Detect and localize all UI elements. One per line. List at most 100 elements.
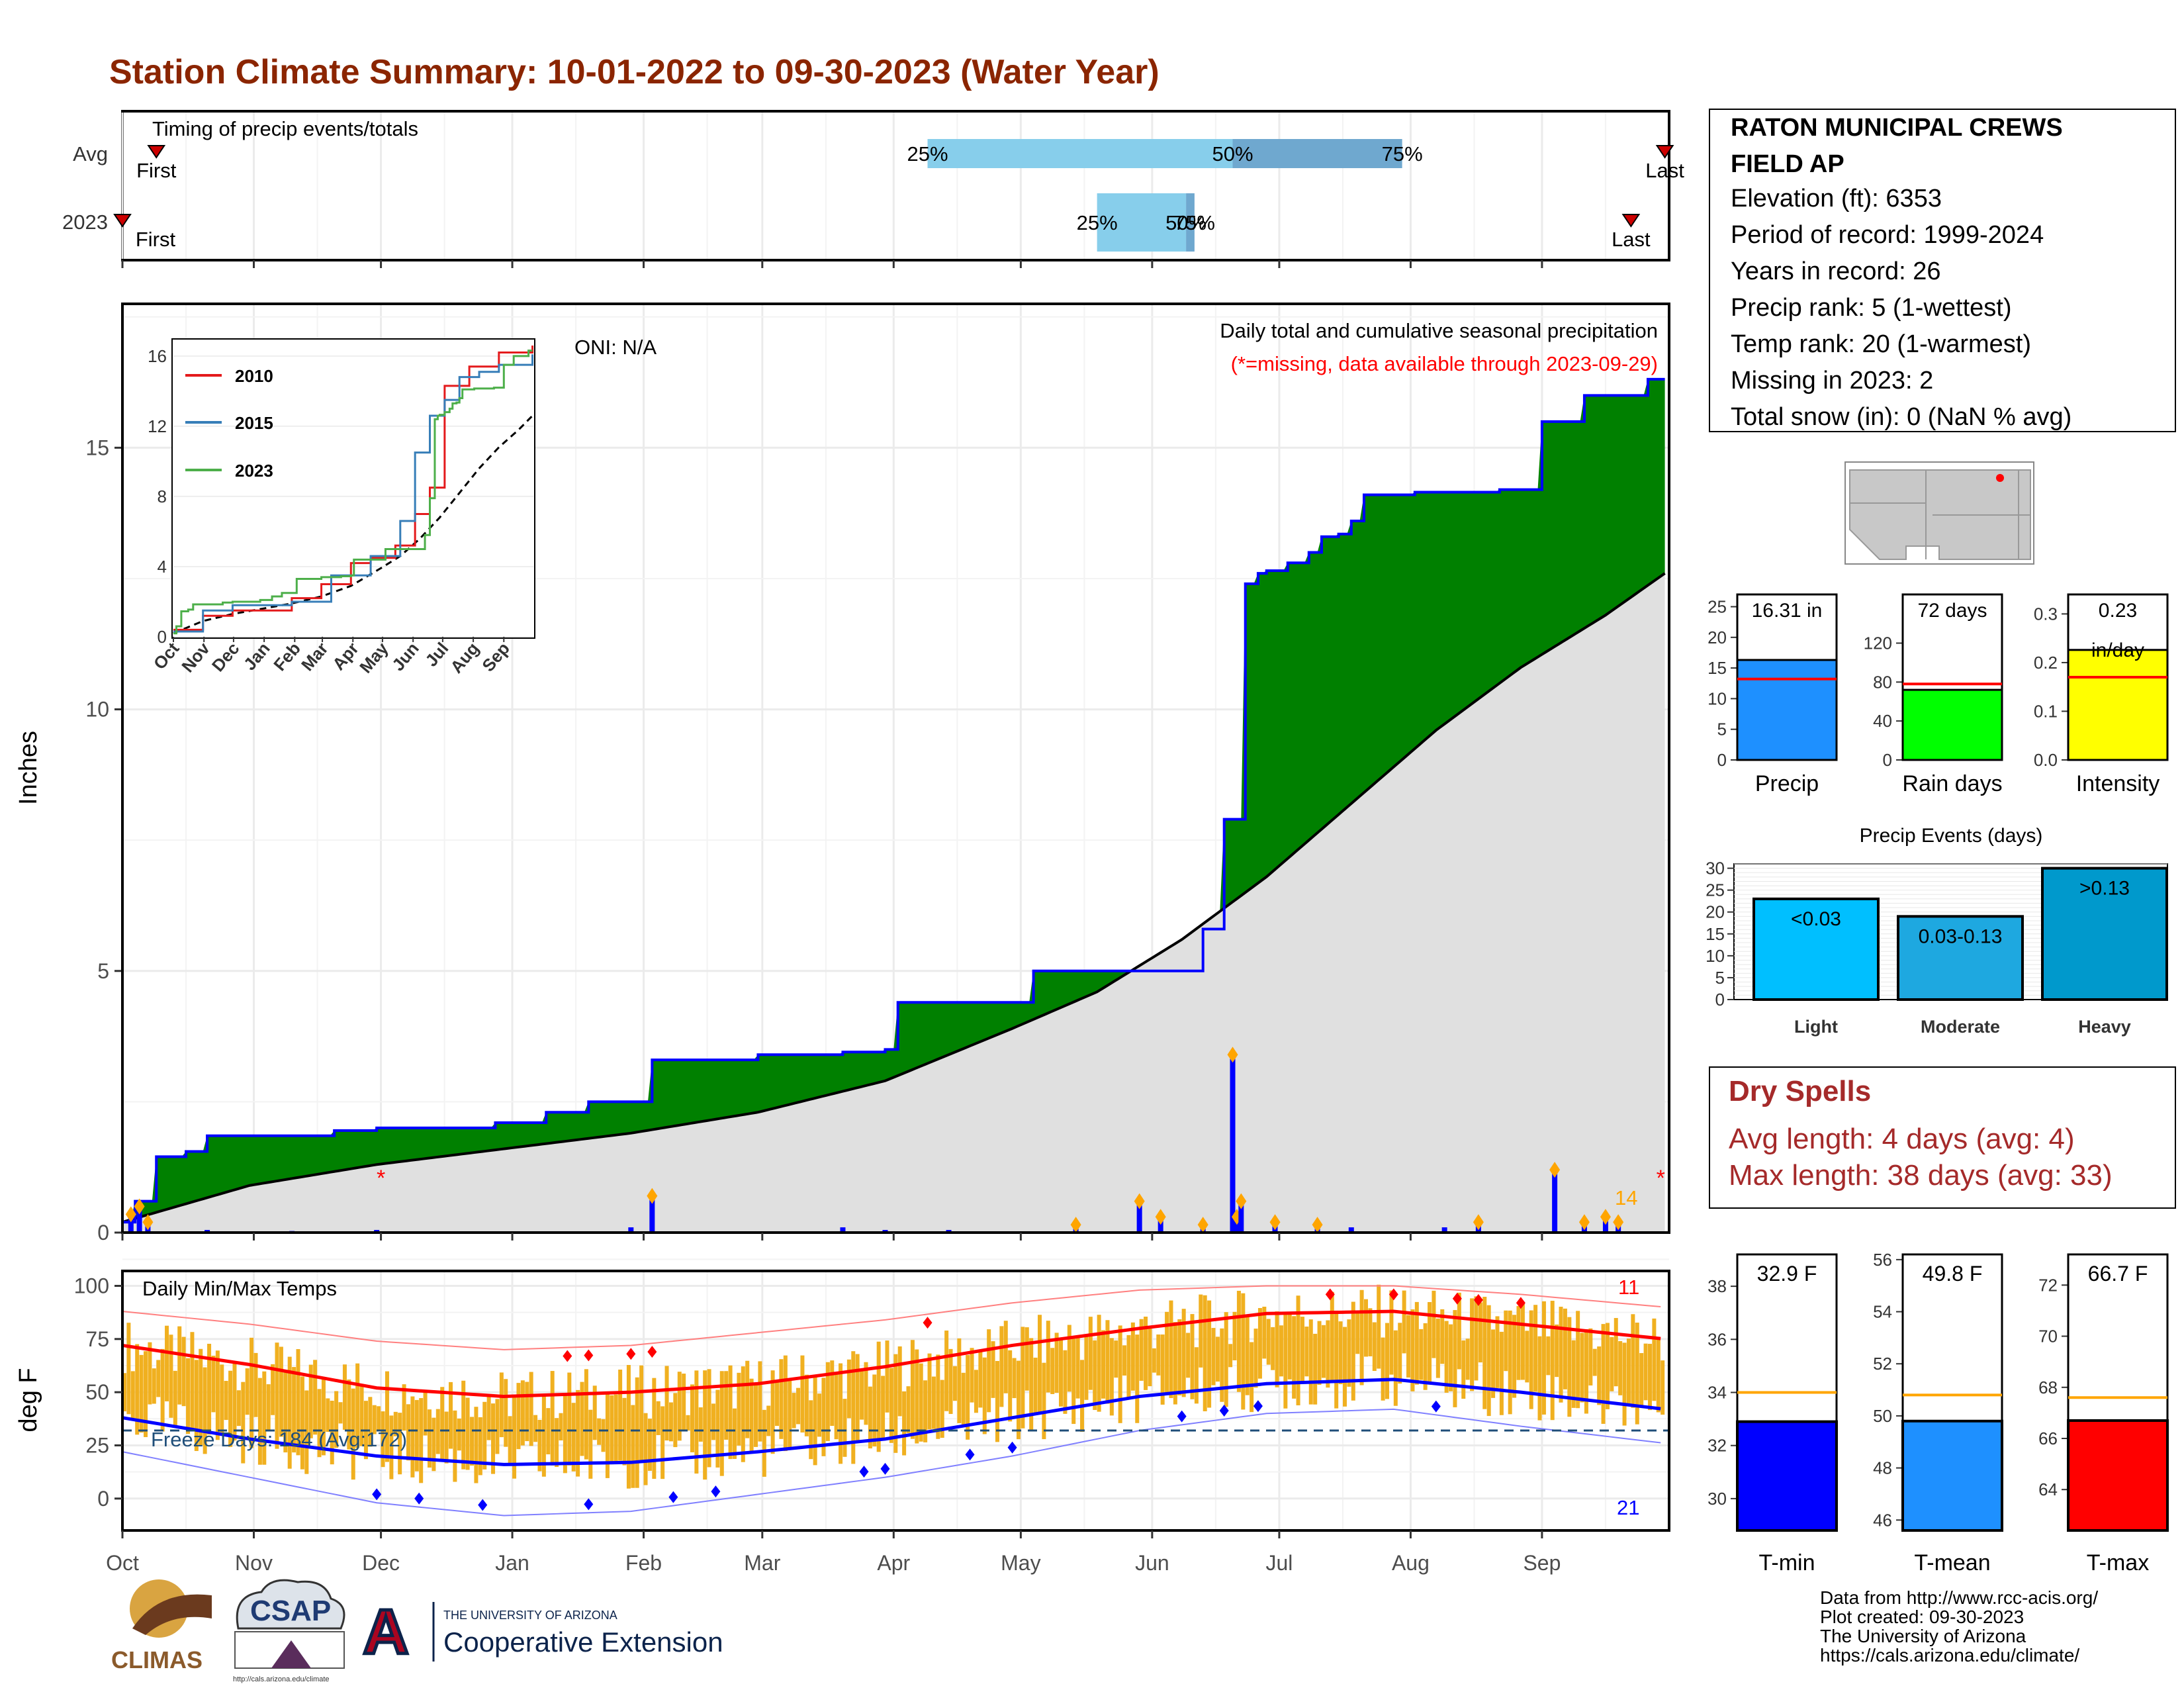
daily-temp-range-bar (1525, 1331, 1529, 1383)
daily-temp-range-bar (1317, 1321, 1322, 1385)
daily-temp-range-bar (1275, 1311, 1279, 1387)
daily-temp-range-bar (1435, 1318, 1440, 1378)
daily-temp-range-bar (347, 1379, 351, 1450)
daily-temp-range-bar (334, 1391, 339, 1448)
daily-temp-range-bar (1008, 1350, 1013, 1422)
daily-temp-range-bar (186, 1358, 191, 1434)
month-label: Oct (106, 1551, 139, 1575)
daily-temp-range-bar (156, 1360, 161, 1397)
daily-temp-range-bar (228, 1370, 233, 1447)
daily-temp-range-bar (741, 1366, 745, 1462)
daily-temp-range-bar (474, 1407, 478, 1483)
daily-temp-range-bar (130, 1371, 135, 1420)
csap-sun-mountain-icon (271, 1640, 311, 1668)
daily-temp-range-bar (211, 1356, 216, 1413)
daily-temp-range-bar (215, 1350, 220, 1440)
mini-bar-tick-label: 80 (1873, 672, 1892, 692)
csap-url: http://cals.arizona.edu/climate (233, 1675, 330, 1683)
daily-temp-range-bar (165, 1325, 169, 1401)
daily-temp-range-bar (1393, 1330, 1398, 1406)
precip-areas (122, 377, 1666, 1233)
footer-line-2: Plot created: 09-30-2023 (1820, 1607, 2024, 1627)
daily-temp-range-bar (1075, 1336, 1080, 1399)
daily-temp-range-bar (236, 1390, 241, 1427)
temp-y-label: deg F (15, 1368, 42, 1432)
mini-bar-value: 72 days (1917, 600, 1987, 622)
daily-temp-range-bar (872, 1374, 877, 1447)
mini-bar-tick-label: 0.3 (2034, 604, 2058, 624)
daily-temp-range-bar (491, 1403, 496, 1474)
daily-temp-range-bar (275, 1342, 279, 1449)
daily-temp-range-bar (1334, 1310, 1339, 1409)
record-high-marker (626, 1348, 636, 1360)
logos: CLIMAS CSAP http://cals.arizona.edu/clim… (111, 1579, 723, 1683)
events-y-tick-label: 10 (1706, 946, 1725, 966)
heavy-precip-marker (1155, 1209, 1166, 1225)
daily-temp-range-bar (563, 1394, 567, 1474)
precip-daily-bars: * * (125, 1047, 1665, 1233)
daily-temp-range-bar (1478, 1302, 1482, 1363)
daily-temp-range-bar (707, 1369, 711, 1468)
daily-temp-range-bar (1571, 1340, 1576, 1408)
mini-bar-fill (1736, 659, 1838, 761)
record-low-marker (859, 1466, 869, 1478)
daily-temp-range-bar (652, 1378, 657, 1479)
temp-bar-value: 66.7 F (2088, 1262, 2148, 1286)
daily-temp-range-bar (393, 1411, 398, 1436)
precip-count-label: 14 (1615, 1186, 1637, 1209)
daily-temp-range-bar (1508, 1310, 1512, 1415)
ua-block-letter: A (363, 1597, 408, 1667)
daily-temp-range-bar (287, 1356, 292, 1469)
record-low-marker (414, 1492, 424, 1505)
mini-bar-tick-label: 15 (1707, 658, 1727, 678)
daily-temp-range-bar (1355, 1311, 1360, 1354)
avg-max-line (122, 1309, 1661, 1399)
daily-temp-range-bar (368, 1397, 373, 1447)
heavy-precip-marker (1134, 1193, 1145, 1209)
daily-precip-bar (1136, 1201, 1142, 1233)
events-bar (1752, 897, 1880, 1001)
daily-temp-range-bar (1296, 1295, 1300, 1405)
timing-p25-label: 25% (1077, 211, 1118, 234)
timing-first-label: First (136, 228, 176, 251)
daily-temp-range-bar (1351, 1301, 1355, 1401)
daily-temp-range-bar (1537, 1336, 1542, 1421)
climas-wordmark: CLIMAS (111, 1646, 203, 1673)
daily-temp-range-bar (897, 1346, 902, 1417)
daily-temp-range-bar (698, 1407, 703, 1442)
daily-temp-range-bar (1398, 1323, 1402, 1384)
record-low-marker (478, 1499, 488, 1511)
daily-temp-range-bar (796, 1387, 801, 1425)
daily-temp-range-bar (359, 1386, 364, 1446)
dry-spells-frame (1709, 1066, 2176, 1209)
precip-y-label: Inches (15, 731, 42, 805)
month-axis: Oct Nov Dec Jan Feb Mar Apr May Jun Jul Aug Sep (106, 260, 1561, 1575)
daily-temp-range-bar (1207, 1300, 1212, 1408)
temp-bar-tick-label: 46 (1873, 1510, 1892, 1530)
events-y-tick-label: 5 (1715, 968, 1725, 988)
daily-temp-range-bar (694, 1370, 699, 1474)
daily-temp-range-bar (846, 1359, 851, 1419)
daily-temp-range-bar (351, 1388, 355, 1480)
daily-temp-range-bar (449, 1382, 453, 1449)
daily-temp-range-bar (139, 1354, 144, 1433)
temp-panel-frame (121, 1270, 1670, 1532)
daily-temp-range-bar (1512, 1315, 1517, 1398)
daily-temp-range-bar (321, 1377, 326, 1456)
station-precip-rank: Precip rank: 5 (1-wettest) (1731, 294, 2011, 322)
daily-temp-range-bar (1486, 1305, 1491, 1417)
daily-temp-range-bar (326, 1398, 330, 1432)
daily-temp-range-bar (987, 1329, 991, 1413)
inset-y-tick-label: 4 (158, 557, 167, 577)
ua-line1: THE UNIVERSITY OF ARIZONA (443, 1609, 617, 1622)
daily-temp-range-bar (626, 1364, 631, 1489)
heavy-precip-marker (1227, 1047, 1238, 1063)
mini-bar-value: 16.31 in (1752, 600, 1823, 622)
daily-temp-range-bar (952, 1366, 957, 1401)
temp-y-ticks: 0 25 50 75 100 (74, 1274, 122, 1511)
daily-temp-range-bar (1364, 1299, 1369, 1357)
daily-temp-range-bar (1321, 1325, 1326, 1378)
daily-temp-range-bar (1440, 1309, 1445, 1364)
avg-min-line (122, 1378, 1661, 1466)
daily-temp-range-bar (330, 1400, 334, 1465)
